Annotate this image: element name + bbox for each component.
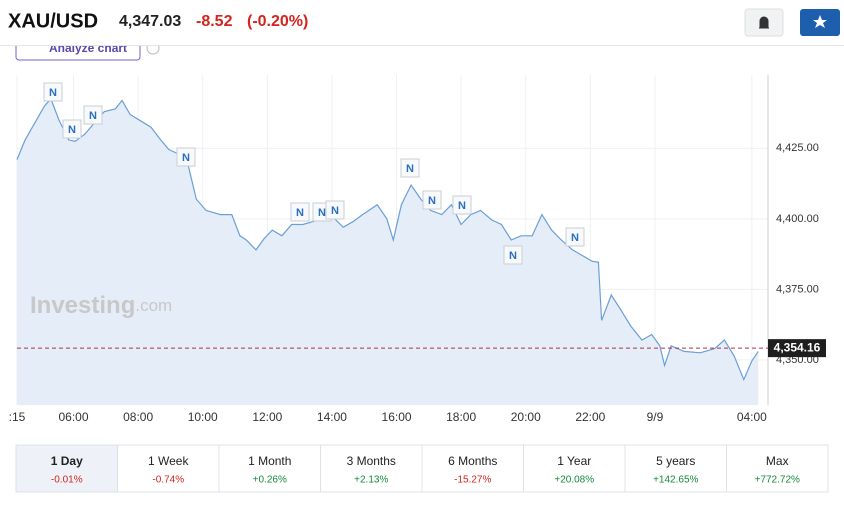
x-tick-label: 16:00: [382, 410, 412, 424]
news-badge-label: N: [331, 205, 339, 217]
period-tab[interactable]: [421, 444, 524, 493]
news-badge-label: N: [458, 200, 466, 212]
change-percent: (-0.20%): [247, 13, 308, 30]
x-tick-label: 18:00: [446, 410, 476, 424]
bell-icon: [759, 16, 769, 29]
news-badge[interactable]: [452, 195, 472, 215]
x-tick-label: :15: [9, 410, 26, 424]
news-badge-label: N: [89, 110, 97, 122]
period-label: 1 Week: [148, 454, 189, 468]
news-badge[interactable]: [43, 82, 63, 102]
news-badge[interactable]: [325, 200, 345, 220]
period-change: -15.27%: [454, 475, 491, 486]
period-change: +2.13%: [354, 475, 388, 486]
watermark: Investing.com: [30, 292, 172, 319]
news-badge[interactable]: [565, 227, 585, 247]
news-badge-label: N: [406, 163, 414, 175]
x-tick-label: 12:00: [252, 410, 282, 424]
news-badge[interactable]: [400, 158, 420, 178]
news-badge-label: N: [296, 207, 304, 219]
x-tick-label: 06:00: [59, 410, 89, 424]
news-badge[interactable]: [422, 190, 442, 210]
current-price-tag: [768, 339, 826, 358]
y-tick-label: 4,425.00: [776, 142, 819, 154]
header: [0, 0, 844, 45]
period-change: -0.74%: [152, 475, 184, 486]
period-tab[interactable]: [523, 444, 626, 493]
x-tick-label: 20:00: [511, 410, 541, 424]
news-badge-label: N: [428, 195, 436, 207]
news-badge-label: N: [318, 207, 326, 219]
period-tab[interactable]: [624, 444, 727, 493]
symbol: XAU/USD: [8, 10, 98, 32]
news-badge[interactable]: [83, 105, 103, 125]
period-change: +772.72%: [755, 475, 800, 486]
change: -8.52: [196, 13, 233, 30]
period-label: 1 Year: [557, 454, 591, 468]
news-badge-label: N: [182, 152, 190, 164]
period-tab[interactable]: [218, 444, 321, 493]
current-price-label: 4,354.16: [774, 340, 821, 354]
news-badge-label: N: [509, 250, 517, 262]
period-tab[interactable]: [15, 444, 118, 493]
period-tab[interactable]: [726, 444, 829, 493]
x-tick-label: 04:00: [737, 410, 767, 424]
period-label: 1 Month: [248, 454, 291, 468]
news-badge[interactable]: [176, 147, 196, 167]
period-change: +20.08%: [554, 475, 594, 486]
period-label: 1 Day: [51, 454, 83, 468]
price-area: [17, 99, 759, 405]
period-label: 5 years: [656, 454, 695, 468]
x-tick-label: 10:00: [188, 410, 218, 424]
news-badge-label: N: [49, 87, 57, 99]
period-label: Max: [766, 454, 789, 468]
news-badge[interactable]: [503, 245, 523, 265]
x-tick-label: 08:00: [123, 410, 153, 424]
period-change: +0.26%: [253, 475, 287, 486]
period-change: +142.65%: [653, 475, 698, 486]
price-line: [16, 97, 759, 382]
period-tabs: 1 Day -0.01% 1 Week -0.74% 1 Month +0.26% 3 Mo…: [15, 444, 829, 493]
y-tick-label: 4,400.00: [776, 213, 819, 225]
x-tick-label: 14:00: [317, 410, 347, 424]
chart-area: 4,350.004,375.004,400.004,425.00:15 06:00…: [9, 75, 826, 424]
x-tick-label: 22:00: [575, 410, 605, 424]
news-badge-label: N: [68, 124, 76, 136]
period-label: 6 Months: [448, 454, 497, 468]
star-icon: [813, 15, 827, 28]
news-badge-label: N: [571, 232, 579, 244]
news-badge[interactable]: [62, 119, 82, 139]
period-tab[interactable]: [117, 444, 220, 493]
period-tab[interactable]: [320, 444, 423, 493]
period-label: 3 Months: [347, 454, 396, 468]
x-tick-label: 9/9: [647, 410, 664, 424]
y-tick-label: 4,375.00: [776, 283, 819, 295]
watermark-brand: Investing: [30, 292, 135, 319]
watermark-suffix: .com: [135, 296, 172, 315]
price: 4,347.03: [119, 13, 181, 30]
period-change: -0.01%: [51, 475, 83, 486]
news-badge[interactable]: [290, 202, 310, 222]
